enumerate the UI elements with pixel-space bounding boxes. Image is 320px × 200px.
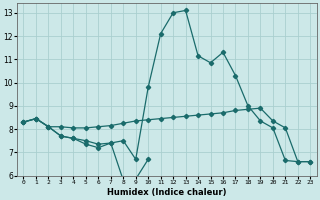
X-axis label: Humidex (Indice chaleur): Humidex (Indice chaleur) [107, 188, 227, 197]
